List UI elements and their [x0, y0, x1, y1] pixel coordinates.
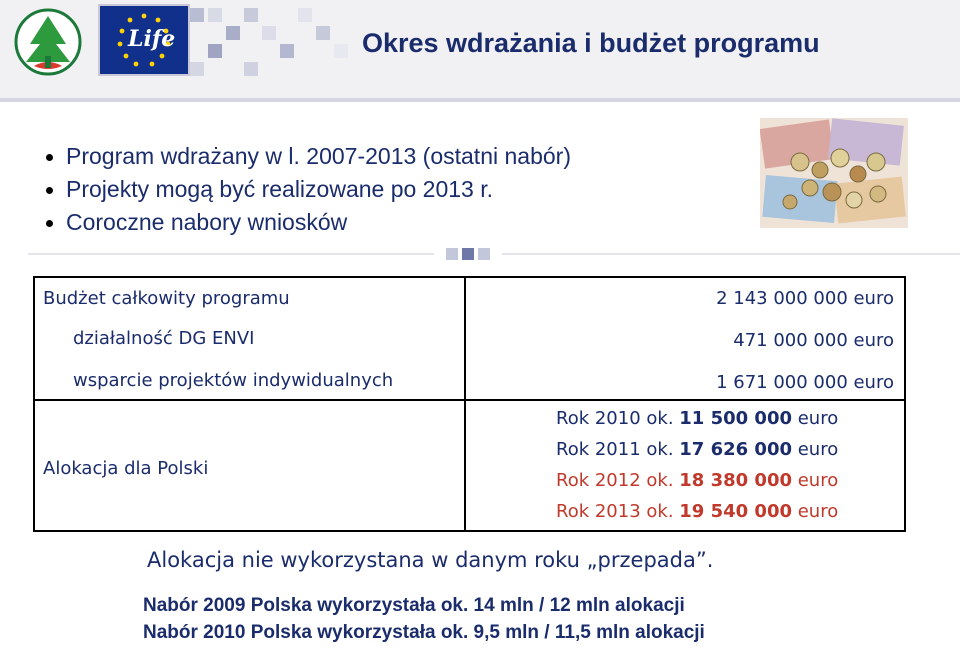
allocation-unit: euro: [792, 470, 839, 491]
table-row-divider: [35, 399, 904, 401]
bullet-item: Projekty mogą być realizowane po 2013 r.: [44, 173, 571, 206]
allocation-row: Rok 2012 ok. 18 380 000 euro: [556, 470, 838, 491]
life-logo-text: Life: [128, 26, 176, 52]
bullet-list: Program wdrażany w l. 2007-2013 (ostatni…: [44, 140, 571, 239]
allocation-amount: 11 500 000: [679, 408, 793, 429]
eu-life-logo: Life: [98, 4, 190, 76]
table-row-value: 1 671 000 000 euro: [716, 372, 894, 393]
header-mosaic-decoration: [190, 8, 360, 88]
table-row-label: Budżet całkowity programu: [43, 288, 290, 309]
allocation-year: Rok 2012 ok.: [556, 470, 680, 491]
bullet-item: Coroczne nabory wniosków: [44, 206, 571, 239]
euro-money-image: [760, 118, 908, 228]
budget-table: Budżet całkowity programu 2 143 000 000 …: [33, 276, 906, 532]
allocation-amount: 18 380 000: [679, 470, 793, 491]
table-row-value: 471 000 000 euro: [733, 330, 894, 351]
allocation-year: Rok 2010 ok.: [556, 408, 680, 429]
section-divider: [28, 248, 960, 260]
allocation-year: Rok 2011 ok.: [556, 439, 680, 460]
eu-stars-icon: [117, 13, 171, 67]
table-row-value: 2 143 000 000 euro: [716, 288, 894, 309]
allocation-year: Rok 2013 ok.: [556, 501, 680, 522]
allocation-amount: 19 540 000: [679, 501, 793, 522]
allocation-label: Alokacja dla Polski: [43, 458, 209, 479]
table-row-label: działalność DG ENVI: [73, 328, 255, 349]
allocation-amount: 17 626 000: [679, 439, 793, 460]
allocation-unit: euro: [792, 408, 839, 429]
nabor-summary: Nabór 2010 Polska wykorzystała ok. 9,5 m…: [143, 622, 705, 643]
allocation-note: Alokacja nie wykorzystana w danym roku „…: [147, 548, 714, 572]
nfos-logo: [14, 8, 82, 76]
allocation-unit: euro: [792, 439, 839, 460]
allocation-row: Rok 2013 ok. 19 540 000 euro: [556, 501, 838, 522]
allocation-row: Rok 2010 ok. 11 500 000 euro: [556, 408, 838, 429]
page-title: Okres wdrażania i budżet programu: [362, 28, 820, 58]
header-divider: [0, 98, 960, 102]
nabor-summary: Nabór 2009 Polska wykorzystała ok. 14 ml…: [143, 595, 685, 616]
table-row-label: wsparcie projektów indywidualnych: [73, 370, 394, 391]
table-column-divider: [464, 278, 466, 530]
allocation-unit: euro: [792, 501, 839, 522]
allocation-row: Rok 2011 ok. 17 626 000 euro: [556, 439, 838, 460]
header-bar: Life Okres wdrażania i budżet programu: [0, 0, 960, 100]
bullet-item: Program wdrażany w l. 2007-2013 (ostatni…: [44, 140, 571, 173]
